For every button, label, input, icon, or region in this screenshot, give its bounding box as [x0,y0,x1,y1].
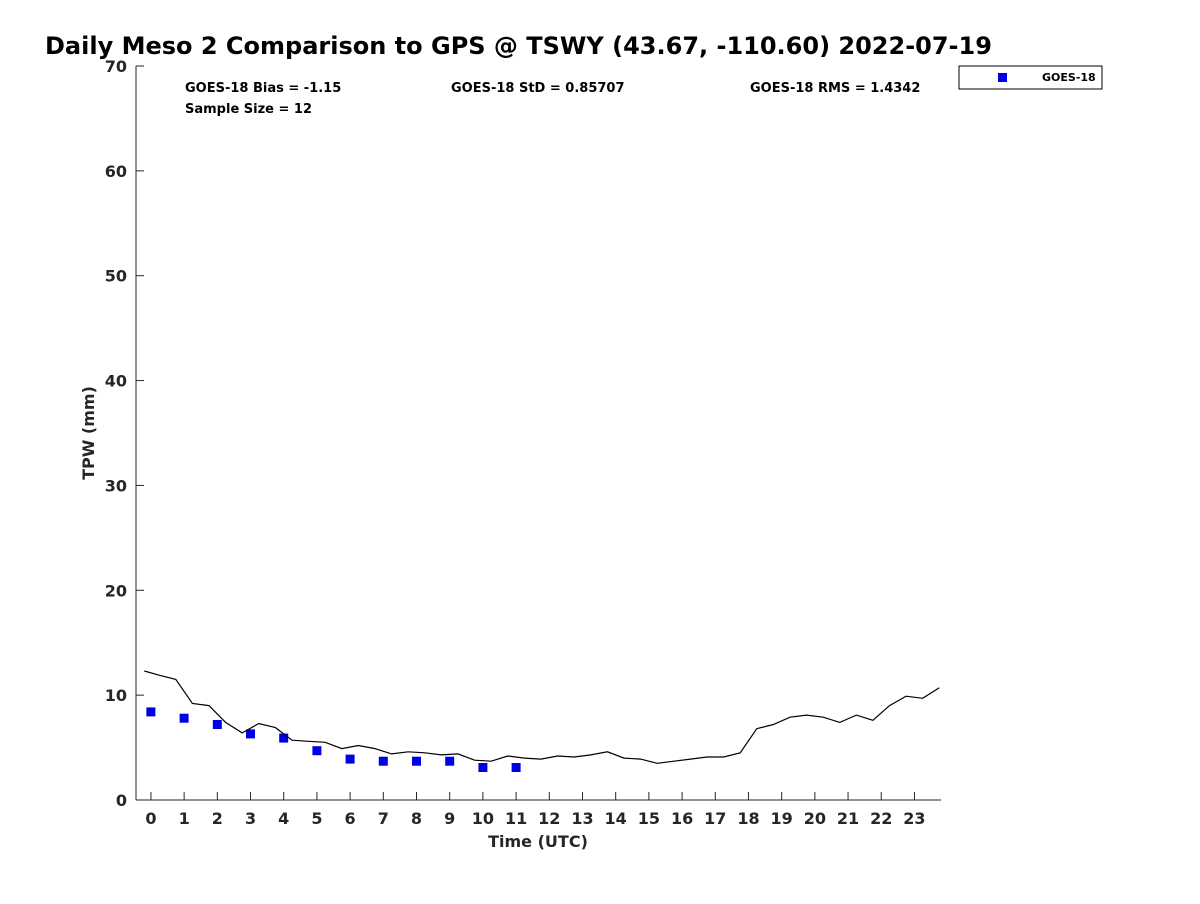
chart-title: Daily Meso 2 Comparison to GPS @ TSWY (4… [45,32,992,60]
y-axis-label: TPW (mm) [79,386,98,480]
legend-marker-goes18 [998,73,1007,82]
y-tick-label: 60 [105,162,127,181]
data-point-goes18 [212,720,222,729]
data-point-goes18 [246,729,255,739]
x-tick-label: 7 [378,809,389,828]
x-tick-label: 11 [505,809,527,828]
x-tick-label: 20 [804,809,826,828]
data-point-goes18 [511,763,521,772]
x-tick-label: 19 [771,809,793,828]
x-tick-label: 17 [704,809,726,828]
x-tick-label: 13 [571,809,593,828]
x-tick-label: 14 [605,809,627,828]
x-tick-label: 0 [145,809,156,828]
x-tick-label: 9 [444,809,455,828]
y-tick-label: 20 [105,581,127,600]
legend-label-goes18: GOES-18 [1042,71,1096,84]
y-tick-label: 70 [105,57,127,76]
data-point-goes18 [312,746,322,756]
x-tick-label: 3 [245,809,256,828]
x-tick-label: 8 [411,809,422,828]
data-point-goes18 [412,756,421,766]
x-tick-label: 21 [837,809,859,828]
plot-area [144,670,940,772]
y-tick-label: 0 [116,791,127,810]
data-point-goes18 [179,713,189,723]
stat-rms: GOES-18 RMS = 1.4342 [750,81,920,96]
data-point-goes18 [146,707,156,717]
x-tick-label: 23 [903,809,925,828]
x-tick-label: 6 [345,809,356,828]
y-tick-label: 10 [105,686,127,705]
data-point-goes18 [345,754,355,764]
x-tick-label: 15 [638,809,660,828]
x-tick-label: 16 [671,809,693,828]
y-tick-label: 30 [105,476,127,495]
x-tick-label: 22 [870,809,892,828]
x-tick-label: 12 [538,809,560,828]
series-line-gps [144,670,940,764]
data-point-goes18 [445,756,455,766]
x-axis-label: Time (UTC) [488,832,588,851]
x-tick-label: 4 [278,809,289,828]
y-tick-label: 40 [105,372,127,391]
legend: GOES-18 [958,65,1103,90]
stat-bias: GOES-18 Bias = -1.15 [185,81,341,96]
data-point-goes18 [378,756,388,766]
legend-box [958,65,1103,90]
x-tick-label: 1 [179,809,190,828]
x-tick-label: 2 [212,809,223,828]
x-tick-label: 18 [737,809,759,828]
x-tick-label: 10 [472,809,494,828]
stat-sample-size: Sample Size = 12 [185,102,312,117]
data-point-goes18 [478,763,488,772]
x-tick-label: 5 [311,809,322,828]
y-tick-label: 50 [105,267,127,286]
data-point-goes18 [279,733,289,743]
stat-std: GOES-18 StD = 0.85707 [451,81,625,96]
